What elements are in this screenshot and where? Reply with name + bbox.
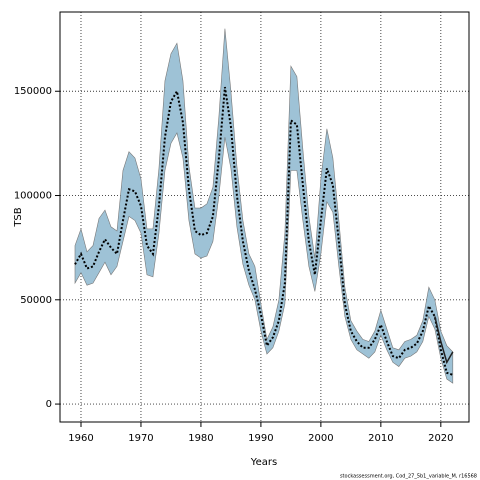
plot-frame xyxy=(59,11,470,423)
x-tick-label: 1980 xyxy=(188,433,213,444)
x-tick-label: 2010 xyxy=(368,433,393,444)
x-tick-label: 1970 xyxy=(128,433,153,444)
y-tick-label: 50000 xyxy=(20,295,52,306)
series-line xyxy=(434,316,454,365)
x-tick-label: 1960 xyxy=(68,433,93,444)
y-tick-label: 100000 xyxy=(14,191,52,202)
series-line xyxy=(74,86,454,376)
footnote: stockassessment.org, Cod_27_5b1_variable… xyxy=(340,474,477,480)
y-tick-label: 0 xyxy=(46,399,52,410)
confidence-band xyxy=(74,28,454,384)
y-tick-label: 150000 xyxy=(14,86,52,97)
x-tick-label: 2020 xyxy=(428,433,453,444)
y-axis-label: TSB xyxy=(13,207,24,227)
x-tick-label: 2000 xyxy=(308,433,333,444)
x-axis-label: Years xyxy=(250,457,277,468)
x-tick-label: 1990 xyxy=(248,433,273,444)
